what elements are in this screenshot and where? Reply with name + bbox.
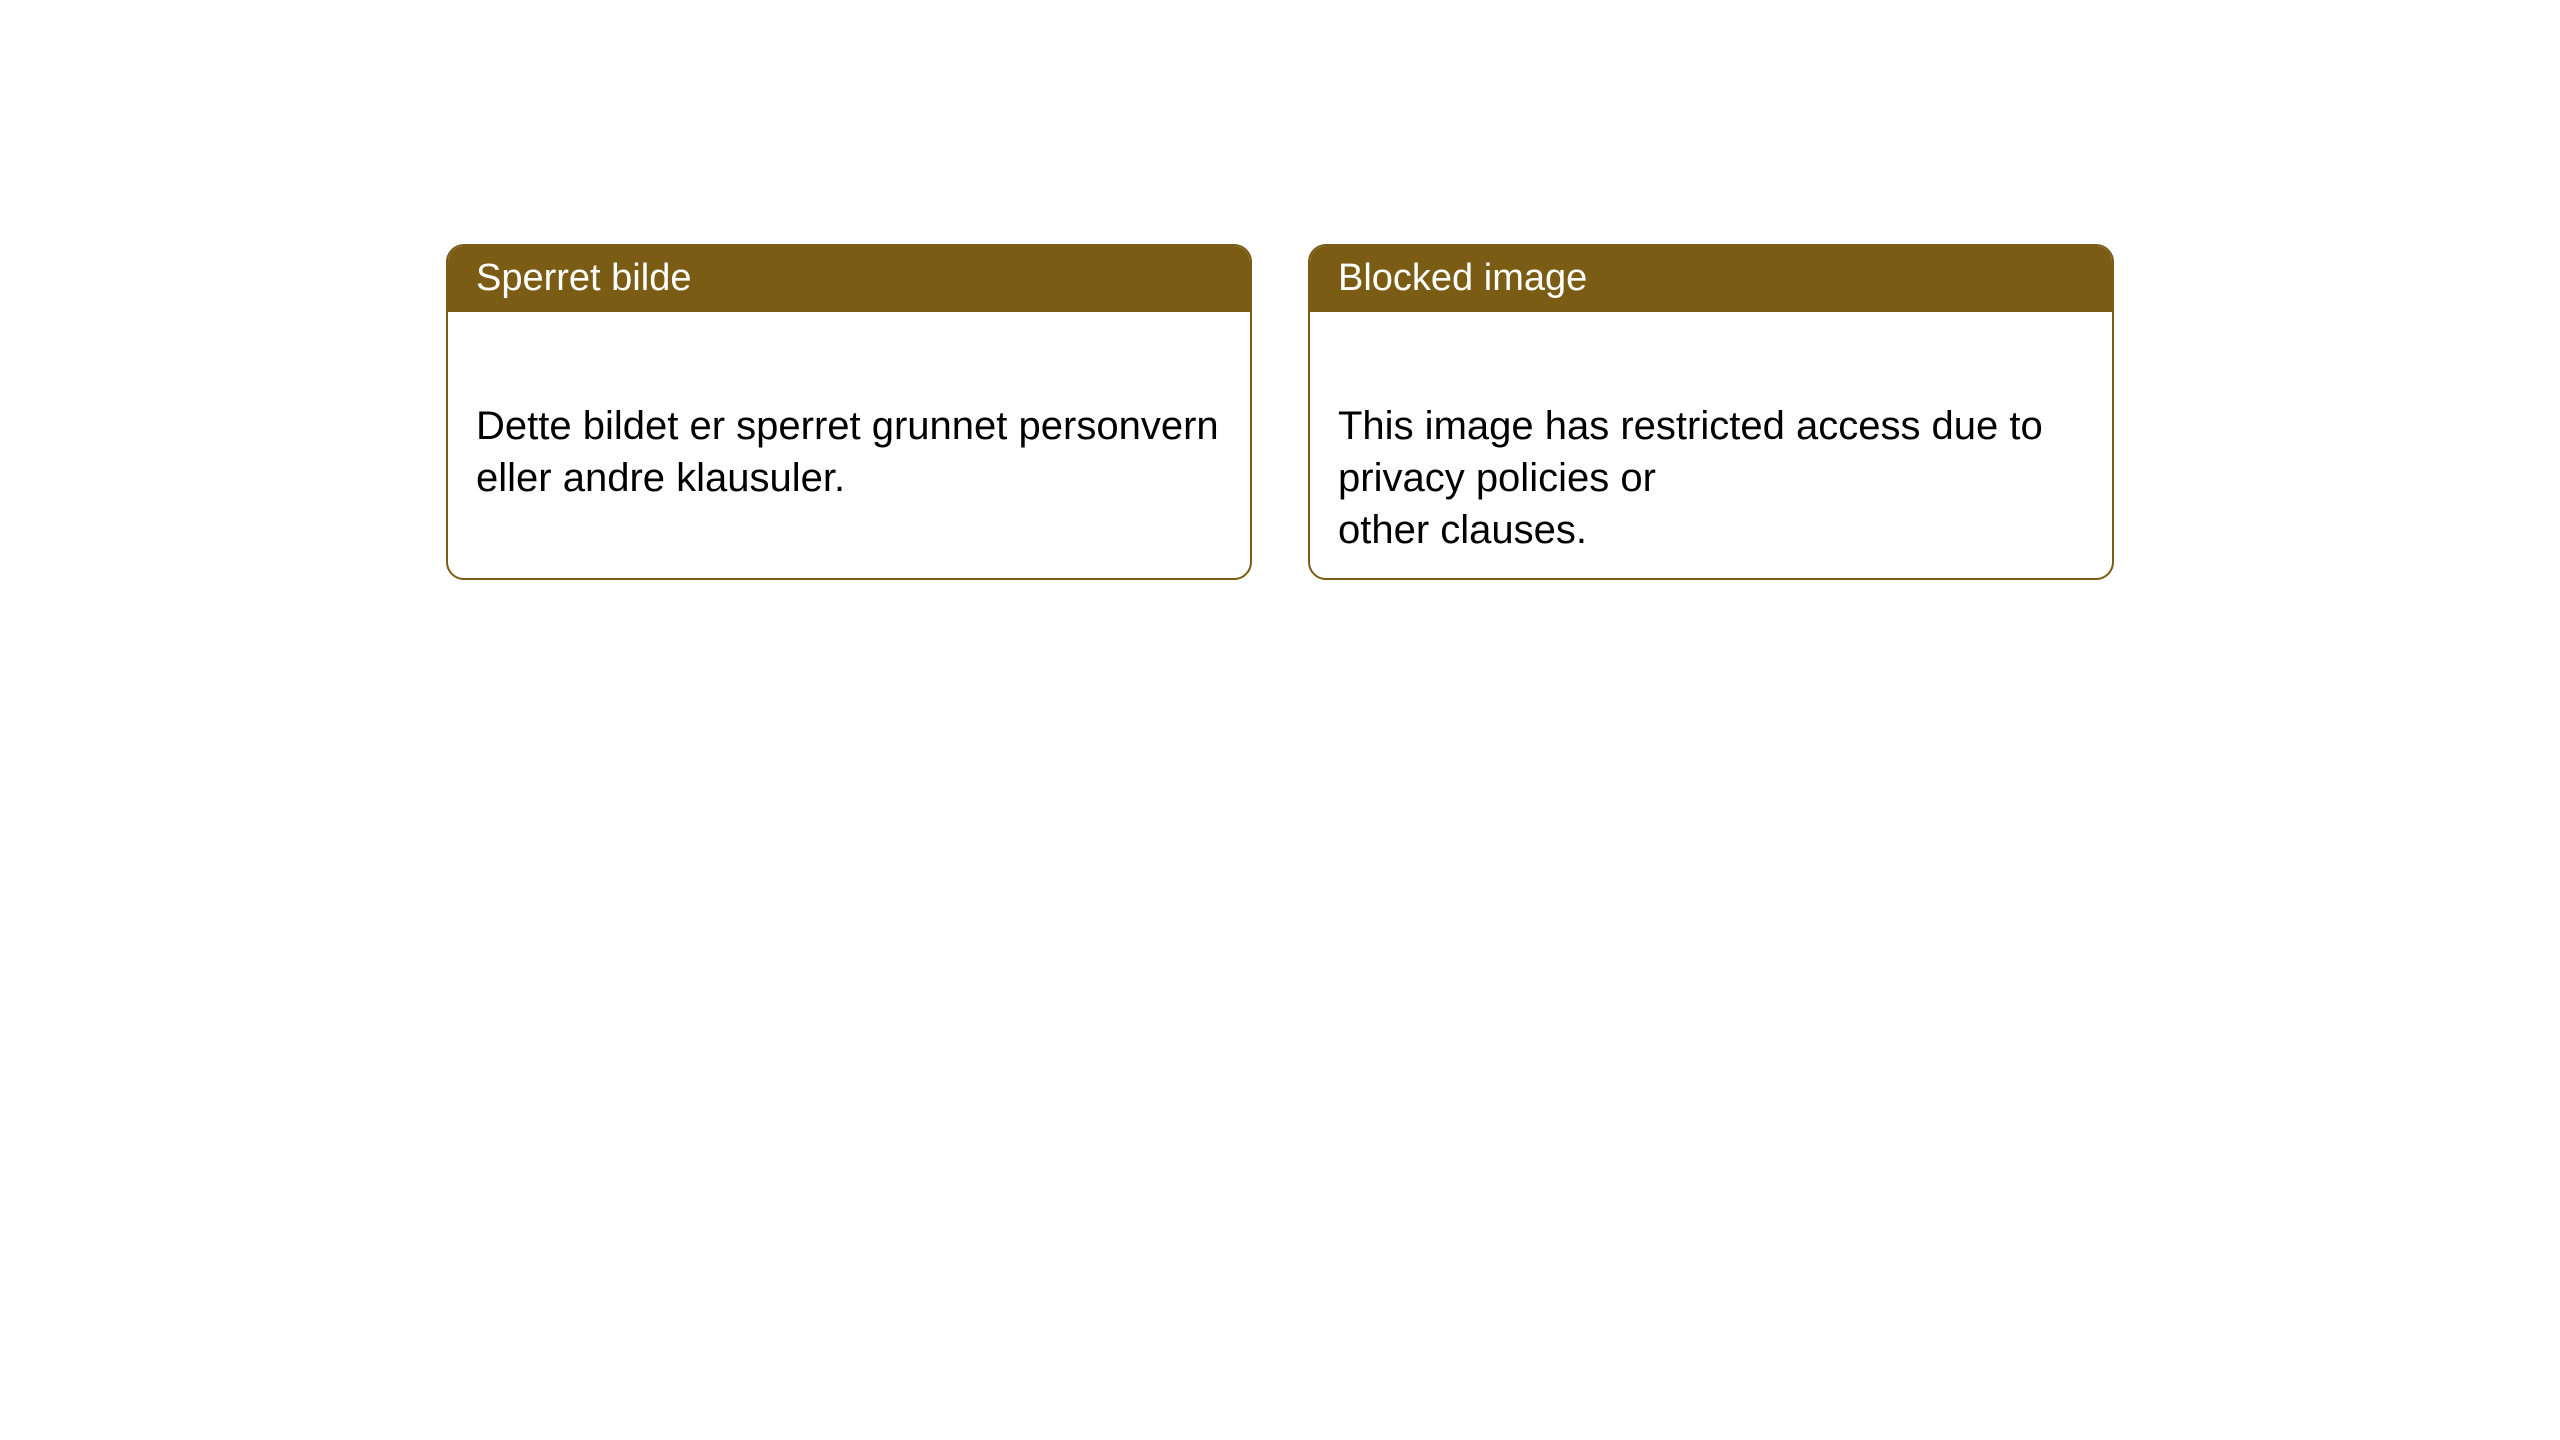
notice-title: Blocked image <box>1338 257 1587 299</box>
notice-body-text: Dette bildet er sperret grunnet personve… <box>476 404 1219 500</box>
notice-card-english: Blocked image This image has restricted … <box>1308 244 2114 580</box>
notice-body: Dette bildet er sperret grunnet personve… <box>448 312 1250 540</box>
notice-header: Sperret bilde <box>448 246 1250 312</box>
notice-card-norwegian: Sperret bilde Dette bildet er sperret gr… <box>446 244 1252 580</box>
notice-body-text: This image has restricted access due to … <box>1338 404 2043 552</box>
notice-header: Blocked image <box>1310 246 2112 312</box>
notice-body: This image has restricted access due to … <box>1310 312 2112 580</box>
notice-title: Sperret bilde <box>476 257 691 299</box>
notice-container: Sperret bilde Dette bildet er sperret gr… <box>0 0 2560 580</box>
